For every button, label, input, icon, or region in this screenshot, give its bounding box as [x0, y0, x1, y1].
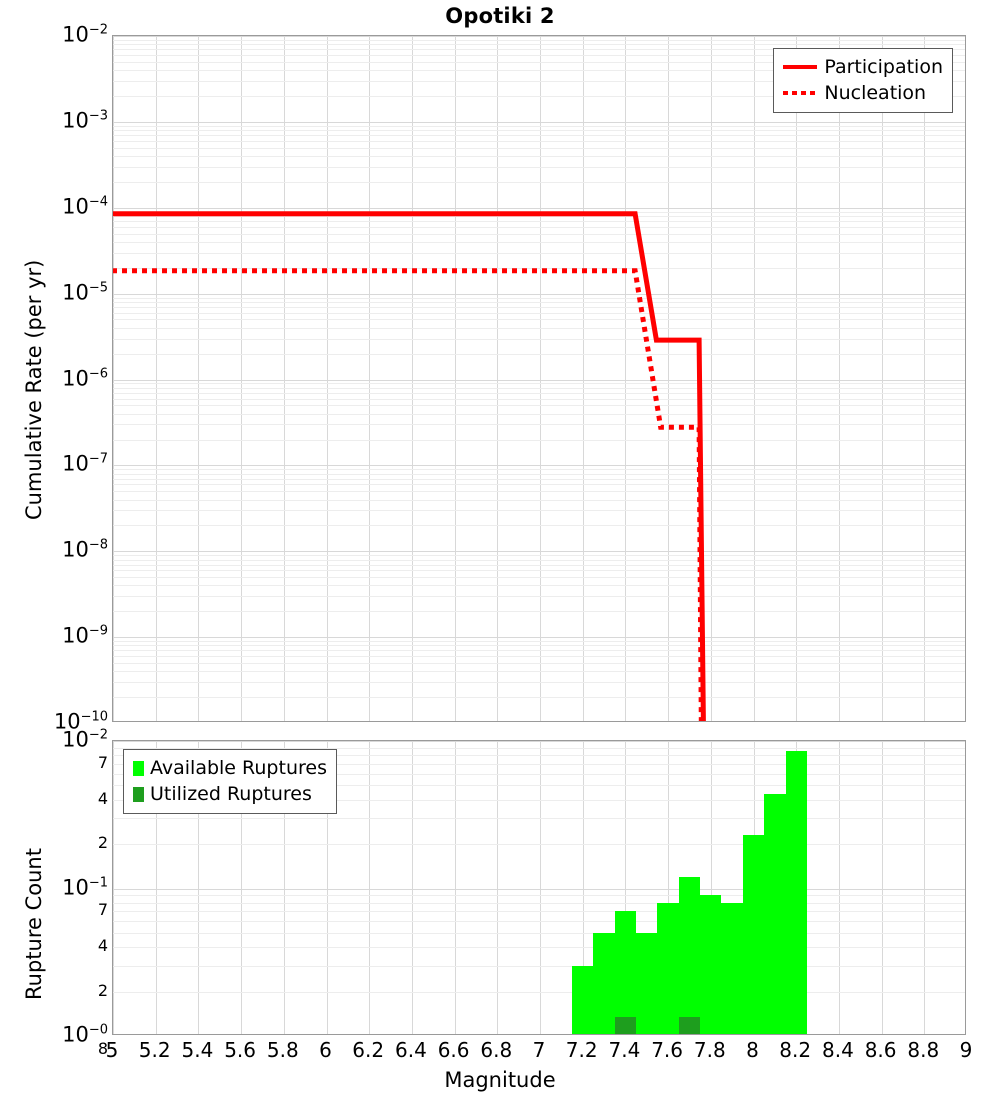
bottom-chart-plot-area: Available Ruptures Utilized Ruptures — [112, 740, 966, 1035]
y-tick-label: 10−8 — [62, 540, 108, 561]
legend-item-nucleation[interactable]: Nucleation — [783, 80, 943, 106]
x-tick-label: 7.8 — [694, 1040, 726, 1060]
y-tick-label: 10−3 — [62, 110, 108, 131]
bottom-chart-y-tick-labels: 10−274210−174210−08 — [0, 740, 108, 1035]
green-square-icon — [133, 761, 144, 776]
x-tick-label: 7.2 — [566, 1040, 598, 1060]
bar — [679, 877, 700, 1035]
x-tick-label: 7.4 — [608, 1040, 640, 1060]
y-tick-label: 10−6 — [62, 368, 108, 389]
x-tick-label: 5.4 — [181, 1040, 213, 1060]
x-tick-label: 5 — [106, 1040, 119, 1060]
y-tick-label: 4 — [98, 938, 108, 954]
y-tick-label: 10−2 — [62, 730, 108, 751]
y-tick-label: 7 — [98, 755, 108, 771]
x-tick-label: 5.2 — [139, 1040, 171, 1060]
y-tick-label: 10−1 — [62, 877, 108, 898]
x-tick-label: 7 — [533, 1040, 546, 1060]
x-tick-label: 6.2 — [352, 1040, 384, 1060]
x-tick-label: 5.6 — [224, 1040, 256, 1060]
x-tick-label: 8 — [746, 1040, 759, 1060]
series-line-participation — [113, 214, 703, 721]
bottom-chart-legend: Available Ruptures Utilized Ruptures — [123, 749, 337, 814]
y-tick-label: 10−2 — [62, 25, 108, 46]
legend-label: Nucleation — [824, 80, 926, 106]
y-tick-label: 4 — [98, 791, 108, 807]
y-tick-label: 10−7 — [62, 454, 108, 475]
bar — [636, 933, 657, 1035]
bar — [721, 903, 742, 1035]
dotted-line-icon — [783, 91, 817, 95]
y-tick-label: 2 — [98, 835, 108, 851]
x-tick-label: 6.6 — [438, 1040, 470, 1060]
x-tick-label: 6.4 — [395, 1040, 427, 1060]
x-tick-label: 8.4 — [822, 1040, 854, 1060]
x-tick-label: 8.8 — [907, 1040, 939, 1060]
x-tick-label: 6 — [319, 1040, 332, 1060]
bar — [615, 911, 636, 1035]
bar — [700, 895, 721, 1035]
bar — [572, 966, 593, 1035]
legend-label: Utilized Ruptures — [150, 781, 312, 807]
top-chart-plot-area: Participation Nucleation — [112, 35, 966, 722]
dark-green-square-icon — [133, 787, 144, 802]
legend-label: Participation — [824, 54, 943, 80]
x-tick-label: 6.8 — [480, 1040, 512, 1060]
legend-item-utilized-ruptures[interactable]: Utilized Ruptures — [133, 781, 327, 807]
series-line-nucleation — [113, 271, 701, 721]
bar — [743, 835, 764, 1035]
legend-label: Available Ruptures — [150, 755, 327, 781]
y-tick-label: 10−4 — [62, 196, 108, 217]
y-tick-label: 10−5 — [62, 282, 108, 303]
top-chart-legend: Participation Nucleation — [773, 48, 953, 113]
y-tick-label: 10−9 — [62, 626, 108, 647]
legend-item-available-ruptures[interactable]: Available Ruptures — [133, 755, 327, 781]
x-tick-label: 9 — [960, 1040, 973, 1060]
bar-utilized-segment — [615, 1017, 636, 1035]
x-tick-label: 7.6 — [651, 1040, 683, 1060]
top-chart-y-tick-labels: 10−210−310−410−510−610−710−810−910−10 — [0, 35, 108, 722]
x-tick-label: 8.2 — [779, 1040, 811, 1060]
solid-line-icon — [783, 65, 817, 69]
bar — [764, 794, 785, 1035]
y-tick-label: 2 — [98, 983, 108, 999]
x-axis-label: Magnitude — [0, 1068, 1000, 1092]
bar — [657, 903, 678, 1035]
page-title: Opotiki 2 — [0, 4, 1000, 28]
x-tick-label: 8.6 — [865, 1040, 897, 1060]
bar — [593, 933, 614, 1035]
top-chart-data-layer — [113, 36, 965, 721]
bar — [786, 751, 807, 1035]
y-tick-label: 7 — [98, 902, 108, 918]
x-tick-label: 5.8 — [267, 1040, 299, 1060]
legend-item-participation[interactable]: Participation — [783, 54, 943, 80]
bar-utilized-segment — [679, 1017, 700, 1035]
top-chart-series-svg — [113, 36, 965, 721]
